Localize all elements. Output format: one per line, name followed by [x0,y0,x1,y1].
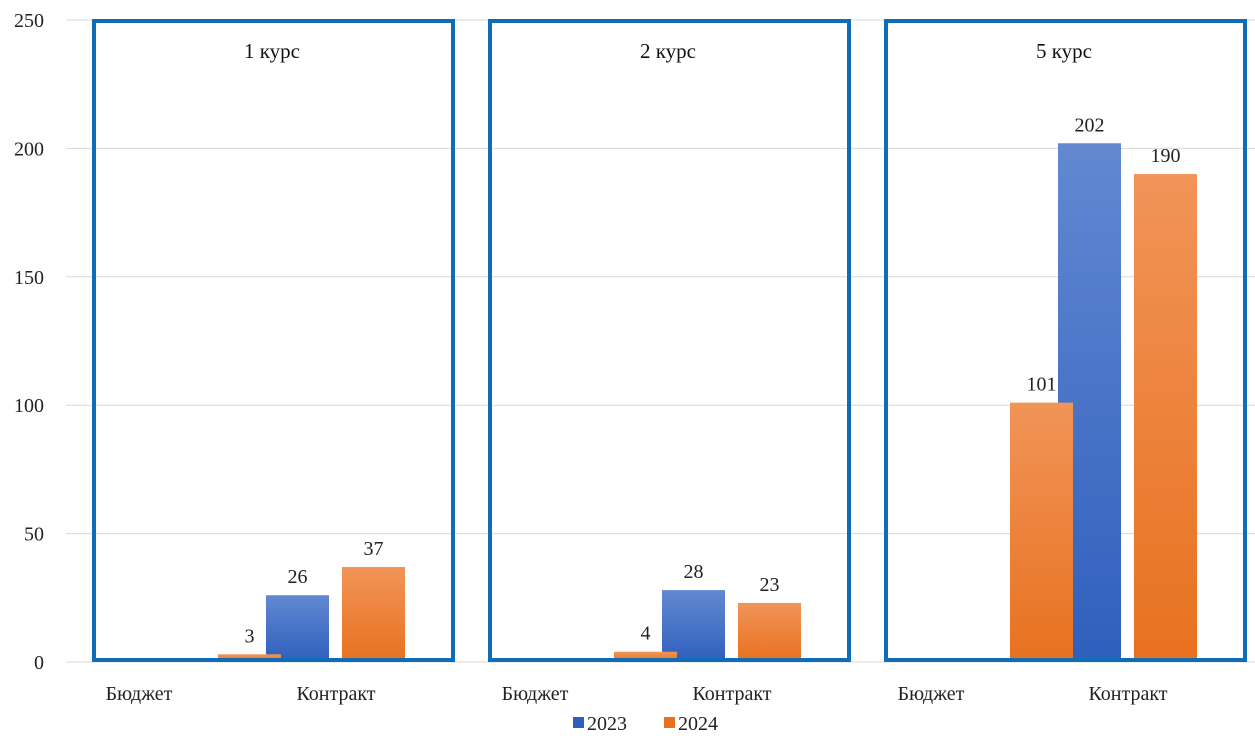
legend-swatch-2023 [573,717,584,728]
bar-2024-budget [1010,402,1073,662]
bar-2024-contract [738,602,801,662]
bar-2024-contract [342,566,405,662]
bars: 26 3 37 28 4 23 202 101 190 [218,114,1197,662]
data-label: 190 [1151,145,1181,167]
panel-frame [884,19,1247,662]
panel-title: 5 курс [1036,39,1092,63]
y-tick-label: 100 [14,395,44,417]
data-label: 28 [684,561,704,583]
legend: 2023 2024 [573,713,718,735]
category-label: Бюджет [502,683,569,705]
data-label: 101 [1027,374,1057,396]
y-tick-label: 0 [34,652,44,674]
legend-label-2023: 2023 [587,713,627,735]
data-label: 3 [245,625,255,647]
y-tick-label: 250 [14,10,44,32]
bar-2024-budget [614,651,677,662]
category-label: Бюджет [106,683,173,705]
panel-title: 2 курс [640,39,696,63]
bar-2023-contract [266,595,329,662]
y-tick-label: 200 [14,138,44,160]
bar-2023-contract [662,590,725,662]
y-axis-ticks: 0 50 100 150 200 250 [14,10,44,674]
category-label: Бюджет [898,683,965,705]
data-label: 26 [288,566,308,588]
panels: Бюджет Контракт 1 курс Бюджет Контракт 2 курс… [92,19,1247,705]
y-tick-label: 150 [14,267,44,289]
category-label: Контракт [296,683,375,705]
data-label: 202 [1075,114,1105,136]
panel-frame [92,19,455,662]
data-label: 37 [364,538,384,560]
panel-frame [488,19,851,662]
category-label: Контракт [692,683,771,705]
bar-2024-contract [1134,174,1197,662]
panel-title: 1 курс [244,39,300,63]
data-label: 23 [760,574,780,596]
data-label: 4 [641,623,651,645]
legend-swatch-2024 [664,717,675,728]
category-label: Контракт [1088,683,1167,705]
legend-label-2024: 2024 [678,713,718,735]
y-tick-label: 50 [24,524,44,546]
